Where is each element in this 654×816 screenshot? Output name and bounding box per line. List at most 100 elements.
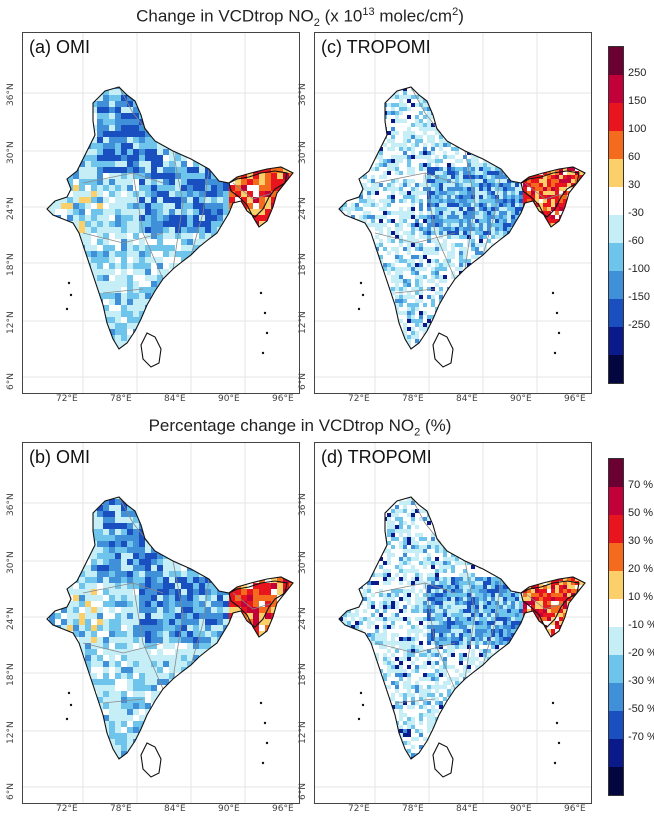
lat-tick-label: 6°N xyxy=(6,783,16,800)
colorbar-swatch xyxy=(609,515,623,543)
panel-a-omi: (a) OMI 36°N 30°N 24°N 18°N 12°N 6°N 72°E 78°E 8… xyxy=(6,32,300,404)
colorbar-swatch xyxy=(609,159,623,187)
bottom-title-sub: 2 xyxy=(414,426,421,439)
colorbar-label: -20 % xyxy=(628,647,654,659)
lat-tick-label: 18°N xyxy=(298,253,308,276)
top-title-mid: (x 10 xyxy=(319,6,363,26)
colorbar-label: 30 % xyxy=(628,535,654,547)
top-title-sup: 13 xyxy=(362,6,375,18)
bottom-title-prefix: Percentage change in VCDtrop NO xyxy=(148,416,415,435)
colorbar-label: 150 xyxy=(628,95,647,107)
panel-c-tropomi: (c) TROPOMI 36°N 30°N 24°N 18°N 12°N 6°N 72°E 7… xyxy=(298,32,592,404)
lon-tick-label: 84°E xyxy=(456,804,478,814)
top-title-sup2: 2 xyxy=(452,6,459,18)
lat-tick-label: 12°N xyxy=(298,721,308,744)
colorbar-label: -70 % xyxy=(628,731,654,743)
colorbar-label: -150 xyxy=(628,291,651,303)
colorbar-swatch xyxy=(609,767,623,795)
map-svg-a xyxy=(23,33,299,393)
lon-tick-label: 84°E xyxy=(456,394,478,404)
colorbar-label: 20 % xyxy=(628,563,654,575)
panel-d-tropomi: (d) TROPOMI 36°N 30°N 24°N 18°N 12°N 6°N 72°E 7… xyxy=(298,442,592,814)
lat-tick-label: 30°N xyxy=(298,551,308,574)
lon-tick-label: 90°E xyxy=(218,394,240,404)
lon-tick-label: 96°E xyxy=(564,394,586,404)
lon-tick-label: 90°E xyxy=(510,394,532,404)
lat-tick-label: 36°N xyxy=(298,493,308,516)
lon-tick-label: 72°E xyxy=(348,394,370,404)
colorbar-label: 250 xyxy=(628,67,647,79)
lon-tick-label: 78°E xyxy=(402,394,424,404)
colorbar-swatch xyxy=(609,711,623,739)
panel-b-omi: (b) OMI 36°N 30°N 24°N 18°N 12°N 6°N 72°E 78°E 8… xyxy=(6,442,300,814)
lon-tick-label: 78°E xyxy=(110,394,132,404)
panel-b-label: (b) OMI xyxy=(29,447,90,467)
map-svg-d xyxy=(315,443,591,803)
bottom-title: Percentage change in VCDtrop NO2 (%) xyxy=(0,416,600,438)
lon-tick-label: 84°E xyxy=(164,804,186,814)
lat-tick-label: 12°N xyxy=(298,311,308,334)
colorbar-swatch xyxy=(609,599,623,627)
lat-tick-label: 30°N xyxy=(6,141,16,164)
lat-tick-label: 36°N xyxy=(6,83,16,106)
colorbar-swatch xyxy=(609,103,623,131)
lon-tick-label: 72°E xyxy=(348,804,370,814)
lat-tick-label: 6°N xyxy=(298,373,308,390)
colorbar-swatch xyxy=(609,355,623,383)
lon-tick-label: 96°E xyxy=(272,394,294,404)
map-plot-b: (b) OMI xyxy=(22,442,300,804)
colorbar-label: 60 xyxy=(628,151,641,163)
lon-tick-label: 72°E xyxy=(56,804,78,814)
colorbar-label: -250 xyxy=(628,319,651,331)
colorbar-label: -100 xyxy=(628,263,651,275)
colorbar-label: -30 xyxy=(628,207,644,219)
map-svg-c xyxy=(315,33,591,393)
lon-tick-label: 78°E xyxy=(402,804,424,814)
map-svg-b xyxy=(23,443,299,803)
lat-tick-label: 36°N xyxy=(298,83,308,106)
lat-tick-label: 30°N xyxy=(6,551,16,574)
colorbar-label: -30 % xyxy=(628,675,654,687)
colorbar-swatch xyxy=(609,683,623,711)
lon-tick-label: 96°E xyxy=(272,804,294,814)
lon-tick-label: 72°E xyxy=(56,394,78,404)
lat-tick-label: 36°N xyxy=(6,493,16,516)
lat-tick-label: 24°N xyxy=(6,607,16,630)
map-plot-d: (d) TROPOMI xyxy=(314,442,592,804)
colorbar-label: 100 xyxy=(628,123,647,135)
map-plot-c: (c) TROPOMI xyxy=(314,32,592,394)
lat-tick-label: 6°N xyxy=(298,783,308,800)
lat-tick-label: 24°N xyxy=(298,197,308,220)
lat-tick-label: 18°N xyxy=(6,253,16,276)
colorbar-swatch xyxy=(609,487,623,515)
colorbar-swatch xyxy=(609,131,623,159)
colorbar-swatch xyxy=(609,187,623,215)
lat-tick-label: 18°N xyxy=(298,663,308,686)
top-title-prefix: Change in VCDtrop NO xyxy=(136,6,314,26)
panel-d-label: (d) TROPOMI xyxy=(321,447,432,467)
colorbar-swatch xyxy=(609,75,623,103)
map-plot-a: (a) OMI xyxy=(22,32,300,394)
colorbar-swatch xyxy=(609,327,623,355)
lon-tick-label: 78°E xyxy=(110,804,132,814)
colorbar-swatch xyxy=(609,543,623,571)
colorbar-bottom xyxy=(608,458,624,796)
colorbar-swatch xyxy=(609,655,623,683)
top-title: Change in VCDtrop NO2 (x 1013 molec/cm2) xyxy=(0,6,600,29)
top-title-end: ) xyxy=(458,6,464,26)
panel-c-label: (c) TROPOMI xyxy=(321,37,431,57)
lon-tick-label: 96°E xyxy=(564,804,586,814)
lat-tick-label: 12°N xyxy=(6,311,16,334)
panel-a-label: (a) OMI xyxy=(29,37,90,57)
colorbar-label: -60 xyxy=(628,235,644,247)
colorbar-swatch xyxy=(609,47,623,75)
lat-tick-label: 18°N xyxy=(6,663,16,686)
lon-tick-label: 84°E xyxy=(164,394,186,404)
lat-tick-label: 24°N xyxy=(298,607,308,630)
top-title-sub: 2 xyxy=(313,17,320,30)
lat-tick-label: 24°N xyxy=(6,197,16,220)
colorbar-label: -10 % xyxy=(628,619,654,631)
colorbar-swatch xyxy=(609,271,623,299)
colorbar-label: 50 % xyxy=(628,507,654,519)
colorbar-swatch xyxy=(609,243,623,271)
